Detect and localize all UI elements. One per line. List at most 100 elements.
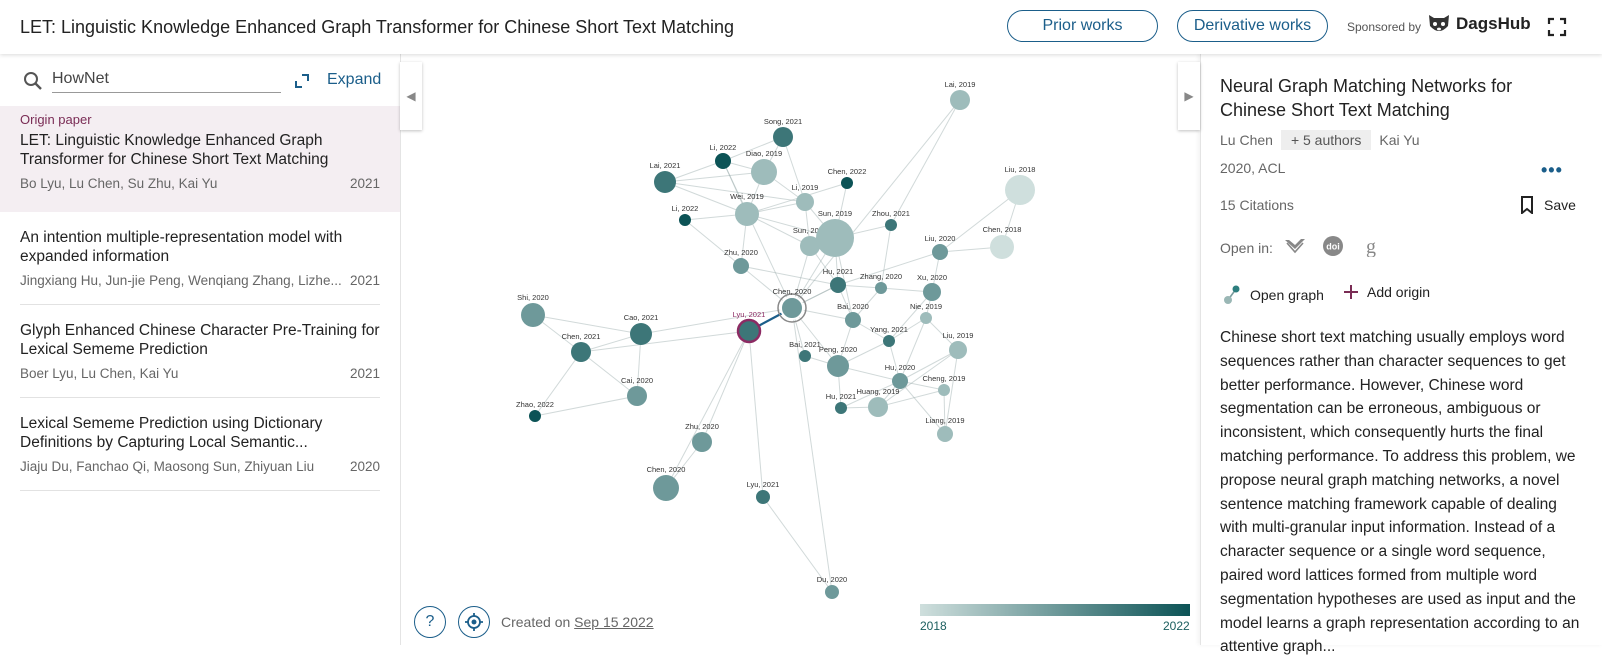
paper-year: 2021	[349, 366, 380, 381]
list-item[interactable]: An intention multiple-representation mod…	[0, 228, 400, 288]
prior-works-button[interactable]: Prior works	[1007, 10, 1158, 42]
graph-node[interactable]	[653, 475, 679, 501]
graph-node[interactable]	[885, 219, 897, 231]
graph-edge	[580, 330, 750, 353]
divider	[20, 490, 380, 491]
help-button[interactable]: ?	[414, 606, 446, 638]
graph-node[interactable]	[938, 384, 950, 396]
graph-node[interactable]	[571, 342, 591, 362]
collapse-left-button[interactable]: ◀	[400, 62, 422, 130]
graph-node[interactable]	[736, 318, 762, 344]
graph-node[interactable]	[923, 283, 941, 301]
graph-edge	[684, 219, 742, 267]
graph-node[interactable]	[733, 258, 749, 274]
graph-node[interactable]	[937, 426, 953, 442]
node-label: Liang, 2019	[925, 416, 964, 425]
collapse-right-button[interactable]: ▶	[1178, 62, 1200, 130]
graph-edge	[840, 380, 901, 409]
node-label: Chen, 2020	[773, 287, 812, 296]
expand-icon[interactable]	[294, 73, 310, 89]
citations-count: 15 Citations	[1220, 197, 1294, 213]
graph-nodes[interactable]: Lai, 2019 Song, 2021 Li, 2022 Diao, 2019 Lai…	[516, 80, 1035, 599]
graph-node[interactable]	[892, 373, 908, 389]
graph-node[interactable]	[990, 235, 1014, 259]
fullscreen-icon[interactable]	[1546, 16, 1568, 38]
created-date-link[interactable]: Sep 15 2022	[574, 614, 654, 630]
graph-node[interactable]	[883, 335, 895, 347]
derivative-works-button[interactable]: Derivative works	[1177, 10, 1328, 42]
graph-node[interactable]	[521, 303, 545, 327]
more-authors-button[interactable]: + 5 authors	[1280, 130, 1372, 150]
recenter-button[interactable]	[458, 606, 490, 638]
graph-node[interactable]	[654, 171, 676, 193]
graph-node[interactable]	[816, 219, 854, 257]
graph-node[interactable]	[1005, 175, 1035, 205]
author-link[interactable]: Lu Chen	[1220, 132, 1273, 148]
graph-node[interactable]	[825, 585, 839, 599]
list-item[interactable]: Lexical Sememe Prediction using Dictiona…	[0, 414, 400, 474]
open-in-label: Open in:	[1220, 240, 1273, 256]
graph-node[interactable]	[875, 282, 887, 294]
node-label: Liu, 2018	[1005, 165, 1036, 174]
node-label: Cai, 2020	[621, 376, 653, 385]
node-label: Zhao, 2022	[516, 400, 554, 409]
graph-node[interactable]	[950, 90, 970, 110]
google-scholar-icon[interactable]: g	[1361, 235, 1381, 257]
graph-node[interactable]	[715, 153, 731, 169]
graph-node[interactable]	[830, 277, 846, 293]
graph-node[interactable]	[800, 236, 820, 256]
graph-node[interactable]	[679, 214, 691, 226]
graph-edge	[890, 99, 961, 226]
graph-node[interactable]	[692, 432, 712, 452]
open-graph-label: Open graph	[1250, 287, 1324, 303]
graph-node[interactable]	[799, 350, 811, 362]
graph-node[interactable]	[735, 202, 759, 226]
more-options-button[interactable]: •••	[1541, 160, 1563, 180]
graph-node[interactable]	[627, 386, 647, 406]
graph-node[interactable]	[827, 355, 849, 377]
graph-node[interactable]	[796, 193, 814, 211]
detail-authors: Lu Chen + 5 authors Kai Yu	[1220, 130, 1420, 150]
origin-paper-item[interactable]: Origin paper LET: Linguistic Knowledge E…	[0, 106, 400, 212]
graph-node[interactable]	[841, 177, 853, 189]
detail-title[interactable]: Neural Graph Matching Networks for Chine…	[1220, 76, 1513, 120]
selected-node-ring	[777, 293, 807, 323]
abstract-text: Chinese short text matching usually empl…	[1220, 329, 1580, 656]
graph-node[interactable]	[630, 323, 652, 345]
citation-graph[interactable]: Lai, 2019 Song, 2021 Li, 2022 Diao, 2019 Lai…	[400, 54, 1200, 645]
graph-node[interactable]	[756, 490, 770, 504]
node-label: Song, 2021	[764, 117, 802, 126]
list-item[interactable]: Glyph Enhanced Chinese Character Pre-Tra…	[0, 321, 400, 381]
graph-node[interactable]	[835, 402, 847, 414]
graph-edge	[791, 99, 961, 309]
graph-edge	[664, 181, 748, 215]
add-origin-button[interactable]: Add origin	[1343, 284, 1430, 300]
graph-node[interactable]	[920, 312, 932, 324]
graph-edge	[665, 330, 750, 489]
plus-icon	[1344, 285, 1358, 299]
graph-node[interactable]	[751, 159, 777, 185]
graph-edge	[640, 307, 793, 335]
graph-node[interactable]	[845, 312, 861, 328]
dagshub-logo[interactable]: DagsHub	[1426, 12, 1531, 36]
graph-node[interactable]	[949, 341, 967, 359]
graph-node[interactable]	[773, 127, 793, 147]
node-label: Zhou, 2021	[872, 209, 910, 218]
node-label: Sun, 2019	[793, 226, 827, 235]
graph-node[interactable]	[780, 296, 804, 320]
graph-edge	[532, 314, 642, 335]
search-input[interactable]	[52, 66, 281, 93]
node-label: Xu, 2020	[917, 273, 947, 282]
expand-button[interactable]: Expand	[327, 71, 382, 88]
doi-icon[interactable]: doi	[1322, 235, 1344, 257]
graph-node[interactable]	[932, 244, 948, 260]
graph-node[interactable]	[868, 397, 888, 417]
graph-node[interactable]	[529, 410, 541, 422]
node-label: Zhu, 2020	[685, 422, 719, 431]
open-graph-button[interactable]: Open graph	[1222, 284, 1324, 306]
node-label: Lai, 2019	[945, 80, 976, 89]
save-button[interactable]: Save	[1520, 196, 1576, 214]
semantic-scholar-icon[interactable]	[1283, 235, 1307, 257]
graph-edge	[722, 160, 793, 309]
author-link[interactable]: Kai Yu	[1379, 132, 1420, 148]
